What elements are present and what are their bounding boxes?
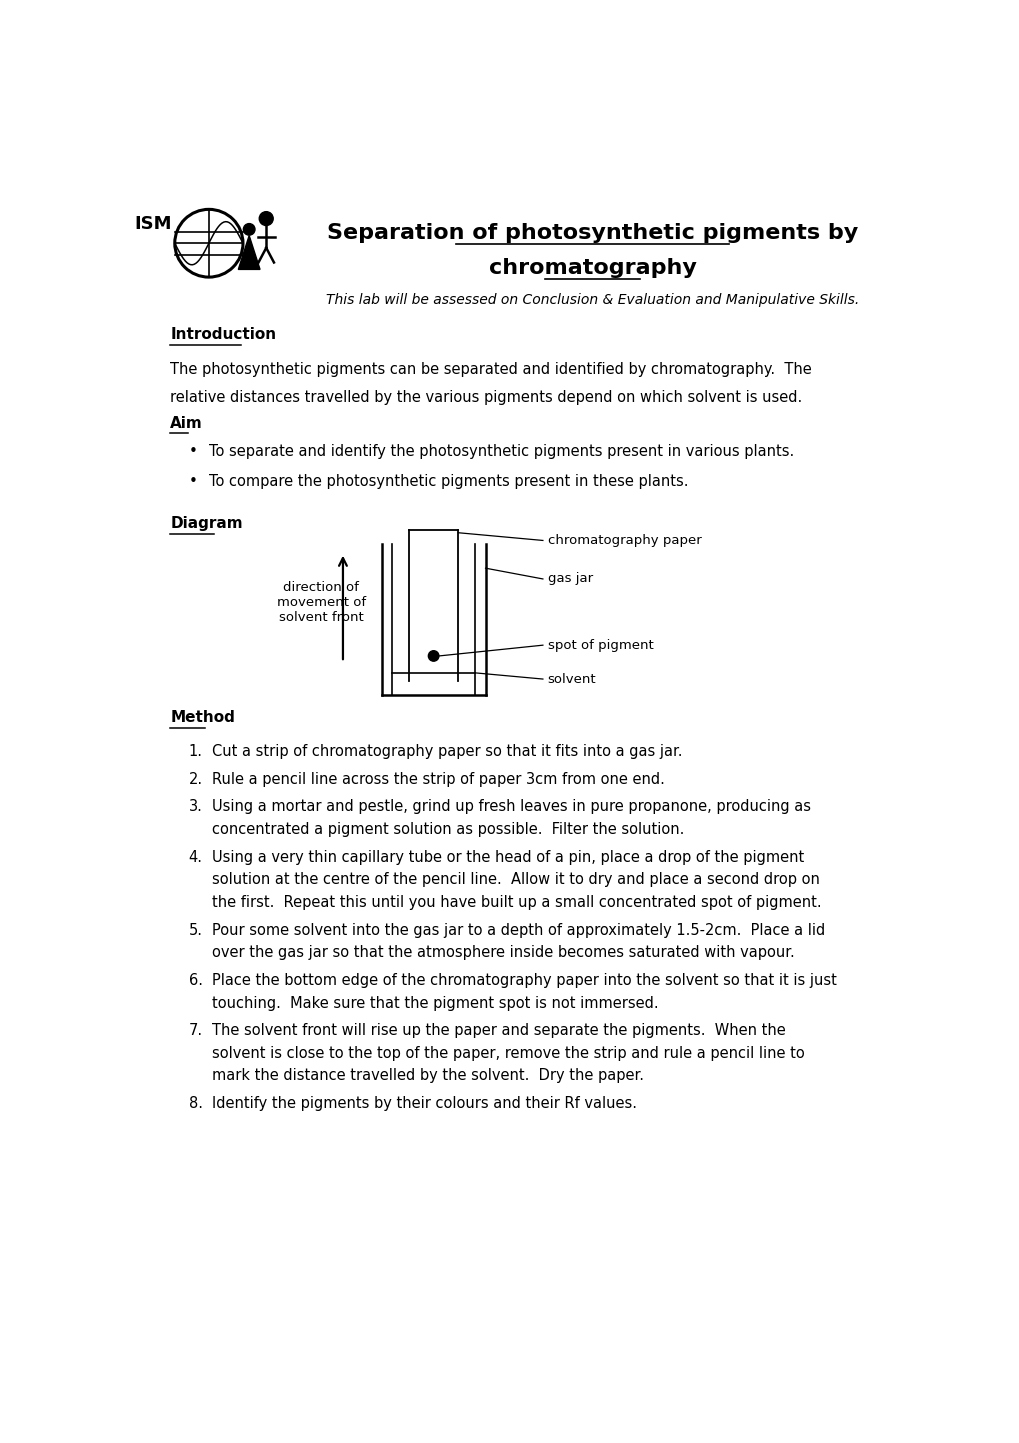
Circle shape	[259, 212, 273, 225]
Text: Diagram: Diagram	[170, 517, 243, 531]
Polygon shape	[238, 235, 260, 270]
Text: Using a mortar and pestle, grind up fresh leaves in pure propanone, producing as: Using a mortar and pestle, grind up fres…	[212, 799, 810, 814]
Text: solvent is close to the top of the paper, remove the strip and rule a pencil lin: solvent is close to the top of the paper…	[212, 1046, 804, 1061]
Text: Method: Method	[170, 710, 234, 724]
Text: Separation of photosynthetic pigments by: Separation of photosynthetic pigments by	[326, 224, 857, 244]
Text: direction of
movement of
solvent front: direction of movement of solvent front	[276, 580, 366, 623]
Circle shape	[244, 224, 255, 235]
Text: The solvent front will rise up the paper and separate the pigments.  When the: The solvent front will rise up the paper…	[212, 1023, 785, 1039]
Text: solvent: solvent	[547, 672, 595, 685]
Text: relative distances travelled by the various pigments depend on which solvent is : relative distances travelled by the vari…	[170, 390, 802, 404]
Text: The photosynthetic pigments can be separated and identified by chromatography.  : The photosynthetic pigments can be separ…	[170, 362, 811, 377]
Text: mark the distance travelled by the solvent.  Dry the paper.: mark the distance travelled by the solve…	[212, 1068, 643, 1084]
Text: Pour some solvent into the gas jar to a depth of approximately 1.5-2cm.  Place a: Pour some solvent into the gas jar to a …	[212, 922, 824, 938]
Text: 8.: 8.	[189, 1097, 203, 1111]
Text: To compare the photosynthetic pigments present in these plants.: To compare the photosynthetic pigments p…	[209, 475, 688, 489]
Circle shape	[428, 651, 438, 661]
Text: ISM: ISM	[135, 215, 171, 232]
Text: •: •	[189, 475, 198, 489]
Text: Rule a pencil line across the strip of paper 3cm from one end.: Rule a pencil line across the strip of p…	[212, 772, 664, 786]
Text: chromatography: chromatography	[488, 258, 696, 278]
Text: This lab will be assessed on Conclusion & Evaluation and Manipulative Skills.: This lab will be assessed on Conclusion …	[325, 293, 858, 307]
Text: Introduction: Introduction	[170, 328, 276, 342]
Text: 6.: 6.	[189, 973, 203, 988]
Text: Identify the pigments by their colours and their Rf values.: Identify the pigments by their colours a…	[212, 1097, 636, 1111]
Text: •: •	[189, 443, 198, 459]
Text: 7.: 7.	[189, 1023, 203, 1039]
Text: To separate and identify the photosynthetic pigments present in various plants.: To separate and identify the photosynthe…	[209, 443, 794, 459]
Text: concentrated a pigment solution as possible.  Filter the solution.: concentrated a pigment solution as possi…	[212, 823, 684, 837]
Text: 5.: 5.	[189, 922, 203, 938]
Text: Aim: Aim	[170, 416, 203, 431]
Text: 1.: 1.	[189, 743, 203, 759]
Text: 2.: 2.	[189, 772, 203, 786]
Text: Place the bottom edge of the chromatography paper into the solvent so that it is: Place the bottom edge of the chromatogra…	[212, 973, 836, 988]
Text: solution at the centre of the pencil line.  Allow it to dry and place a second d: solution at the centre of the pencil lin…	[212, 873, 819, 887]
Text: 3.: 3.	[189, 799, 203, 814]
Text: 4.: 4.	[189, 850, 203, 864]
Text: gas jar: gas jar	[547, 573, 592, 586]
Text: spot of pigment: spot of pigment	[547, 639, 652, 652]
Text: chromatography paper: chromatography paper	[547, 534, 701, 547]
Text: touching.  Make sure that the pigment spot is not immersed.: touching. Make sure that the pigment spo…	[212, 996, 658, 1010]
Text: Using a very thin capillary tube or the head of a pin, place a drop of the pigme: Using a very thin capillary tube or the …	[212, 850, 803, 864]
Text: over the gas jar so that the atmosphere inside becomes saturated with vapour.: over the gas jar so that the atmosphere …	[212, 945, 794, 960]
Text: Cut a strip of chromatography paper so that it fits into a gas jar.: Cut a strip of chromatography paper so t…	[212, 743, 682, 759]
Text: the first.  Repeat this until you have built up a small concentrated spot of pig: the first. Repeat this until you have bu…	[212, 895, 820, 909]
